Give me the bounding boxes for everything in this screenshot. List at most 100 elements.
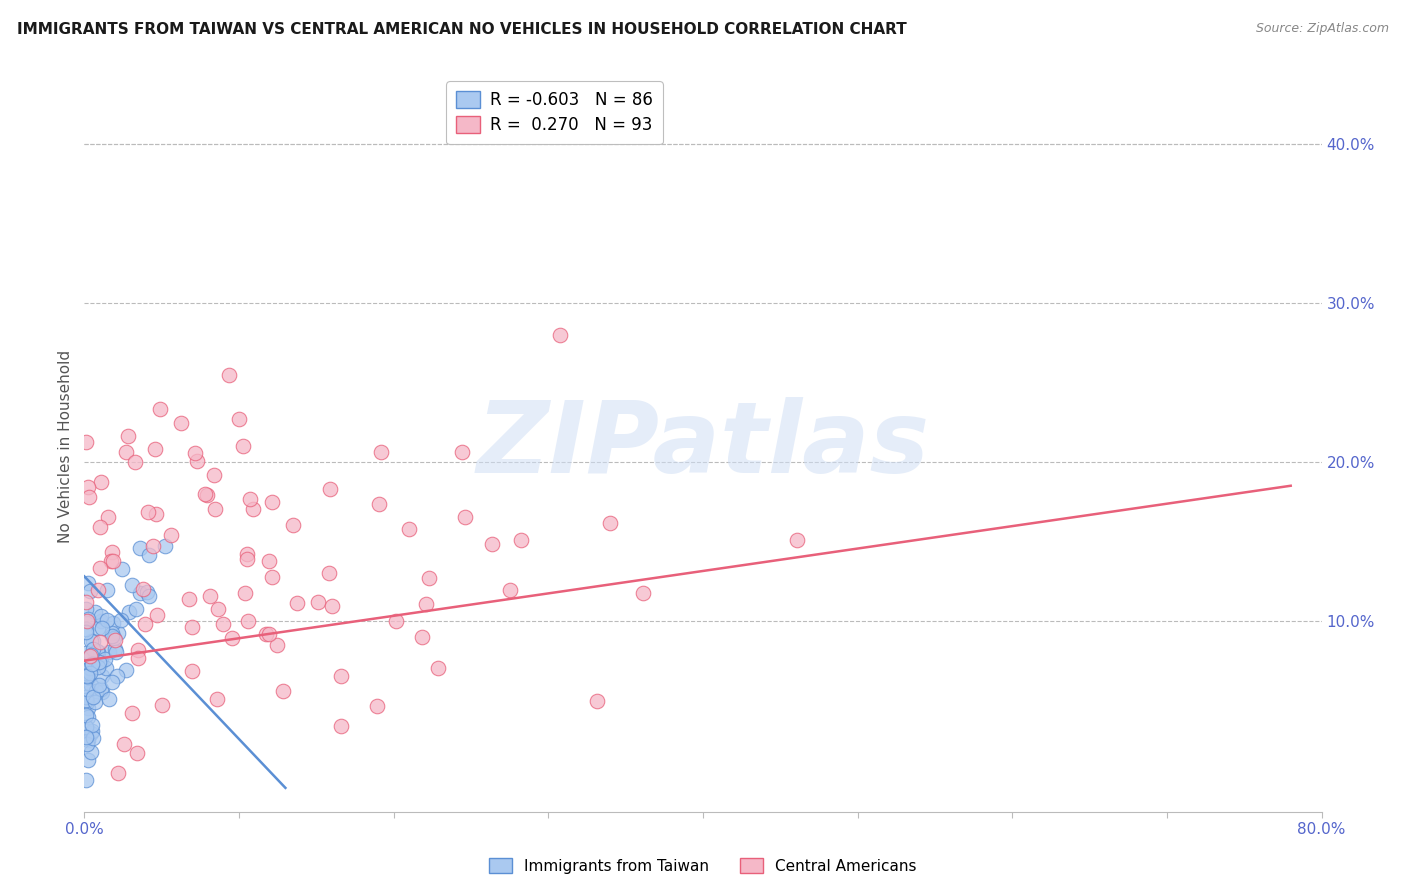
Point — [79, 649, 101, 664]
Point — [82, 634, 104, 648]
Point — [329, 719, 352, 733]
Point — [121, 706, 143, 720]
Point — [385, 614, 408, 628]
Legend: Immigrants from Taiwan, Central Americans: Immigrants from Taiwan, Central American… — [484, 852, 922, 880]
Point — [76, 614, 98, 628]
Point — [82, 654, 104, 668]
Point — [197, 488, 219, 502]
Point — [318, 566, 340, 580]
Point — [127, 651, 149, 665]
Point — [110, 613, 132, 627]
Point — [307, 594, 329, 608]
Point — [82, 642, 104, 657]
Point — [87, 644, 110, 658]
Point — [550, 328, 572, 343]
Point — [75, 434, 97, 449]
Point — [77, 490, 100, 504]
Point — [79, 583, 101, 598]
Point — [128, 585, 150, 599]
Point — [132, 582, 155, 597]
Point — [90, 685, 112, 699]
Point — [87, 678, 110, 692]
Point — [75, 602, 97, 616]
Point — [411, 630, 433, 644]
Point — [103, 633, 125, 648]
Point — [89, 519, 111, 533]
Point — [87, 660, 110, 674]
Point — [101, 625, 124, 640]
Point — [75, 708, 97, 723]
Text: Source: ZipAtlas.com: Source: ZipAtlas.com — [1256, 22, 1389, 36]
Point — [96, 613, 118, 627]
Point — [112, 737, 135, 751]
Point — [236, 614, 259, 628]
Point — [115, 445, 138, 459]
Point — [76, 669, 98, 683]
Point — [75, 665, 97, 680]
Point — [75, 719, 97, 733]
Point — [80, 717, 103, 731]
Point — [80, 746, 103, 760]
Point — [207, 602, 229, 616]
Point — [235, 552, 257, 566]
Point — [90, 682, 112, 697]
Point — [125, 602, 148, 616]
Point — [76, 660, 98, 674]
Point — [103, 632, 125, 646]
Point — [499, 582, 522, 597]
Point — [194, 487, 217, 501]
Point — [87, 621, 110, 635]
Text: IMMIGRANTS FROM TAIWAN VS CENTRAL AMERICAN NO VEHICLES IN HOUSEHOLD CORRELATION : IMMIGRANTS FROM TAIWAN VS CENTRAL AMERIC… — [17, 22, 907, 37]
Point — [86, 644, 108, 658]
Point — [218, 368, 240, 383]
Point — [117, 429, 139, 443]
Point — [80, 633, 103, 648]
Point — [97, 691, 120, 706]
Point — [124, 454, 146, 468]
Point — [118, 605, 141, 619]
Point — [242, 501, 264, 516]
Point — [454, 510, 477, 524]
Text: ZIPatlas: ZIPatlas — [477, 398, 929, 494]
Point — [221, 631, 243, 645]
Point — [100, 544, 122, 558]
Legend: R = -0.603   N = 86, R =  0.270   N = 93: R = -0.603 N = 86, R = 0.270 N = 93 — [447, 81, 662, 145]
Point — [80, 648, 103, 663]
Point — [82, 731, 104, 745]
Point — [181, 620, 204, 634]
Point — [91, 621, 114, 635]
Point — [143, 442, 166, 457]
Point — [90, 475, 112, 489]
Point — [76, 700, 98, 714]
Point — [121, 578, 143, 592]
Point — [76, 732, 98, 747]
Point — [101, 615, 124, 630]
Point — [239, 491, 262, 506]
Point — [271, 683, 294, 698]
Point — [90, 608, 112, 623]
Point — [79, 666, 101, 681]
Point — [451, 444, 474, 458]
Point — [105, 669, 128, 683]
Point — [96, 582, 118, 597]
Point — [285, 596, 308, 610]
Point — [77, 612, 100, 626]
Point — [235, 547, 257, 561]
Point — [89, 635, 111, 649]
Point — [75, 663, 97, 677]
Point — [82, 690, 104, 704]
Point — [257, 627, 280, 641]
Point — [179, 591, 201, 606]
Point — [101, 554, 124, 568]
Point — [330, 669, 353, 683]
Point — [93, 652, 115, 666]
Point — [170, 416, 193, 430]
Point — [115, 663, 138, 677]
Point — [75, 693, 97, 707]
Point — [125, 746, 148, 760]
Point — [76, 695, 98, 709]
Point — [90, 655, 112, 669]
Point — [77, 709, 100, 723]
Point — [228, 412, 250, 426]
Point — [415, 597, 437, 611]
